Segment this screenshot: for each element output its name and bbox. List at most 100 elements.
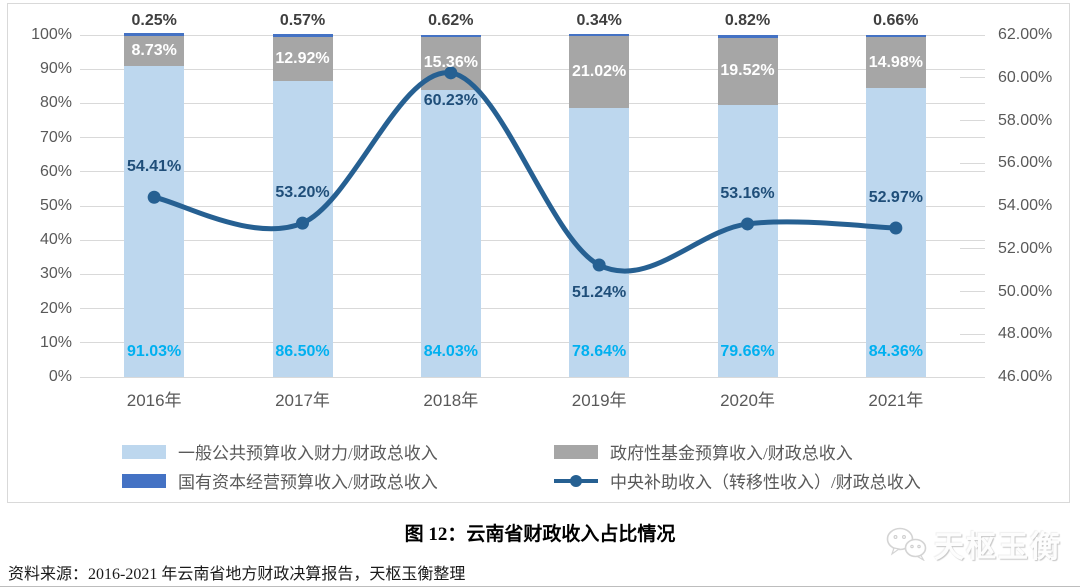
bar-label-gov-fund: 19.52% <box>720 62 775 80</box>
right-axis-tick-mark <box>960 77 985 79</box>
bar-segment-general-public <box>420 89 481 377</box>
left-axis-tick-label: 40% <box>39 231 72 249</box>
x-axis-label: 2016年 <box>126 391 182 410</box>
legend-swatch-light-blue <box>122 444 166 459</box>
right-axis-tick-label: 58.00% <box>998 111 1053 129</box>
x-axis-label: 2017年 <box>275 391 330 410</box>
gridline <box>80 376 985 378</box>
legend-item-central-subsidy: 中央补助收入（转移性收入）/财政总收入 <box>554 468 921 493</box>
bar-label-gov-fund: 8.73% <box>131 41 177 59</box>
bar-segment-state-capital <box>272 34 333 37</box>
legend-swatch-blue <box>122 473 166 488</box>
legend-label: 中央补助收入（转移性收入）/财政总收入 <box>610 473 921 492</box>
gridline <box>80 137 985 139</box>
legend-swatch-gray <box>554 444 598 459</box>
left-axis-tick-label: 100% <box>31 26 72 43</box>
right-axis-tick-label: 60.00% <box>998 68 1053 86</box>
right-axis-tick-label: 52.00% <box>998 239 1053 257</box>
legend-row-1: 一般公共预算收入财力/财政总收入 政府性基金预算收入/财政总收入 <box>122 437 1080 466</box>
gridline <box>80 102 985 104</box>
gridline <box>80 308 985 310</box>
bar-label-state-capital: 0.25% <box>131 12 177 29</box>
gridline <box>80 239 985 241</box>
left-axis-tick-label: 50% <box>39 197 72 214</box>
right-axis-tick-mark <box>960 248 985 250</box>
source-note: 资料来源：2016-2021 年云南省地方财政决算报告，天枢玉衡整理 <box>8 566 466 583</box>
gridline <box>80 342 985 344</box>
x-axis-label: 2019年 <box>571 391 627 410</box>
bar-label-state-capital: 0.82% <box>724 12 771 29</box>
left-axis-tick-label: 80% <box>39 94 72 112</box>
legend-label: 政府性基金预算收入/财政总收入 <box>610 444 853 463</box>
bar-label-general-public: 84.03% <box>423 343 478 360</box>
left-axis-tick-label: 70% <box>39 128 72 146</box>
bar-label-state-capital: 0.66% <box>873 12 919 29</box>
bar-segment-general-public <box>569 108 630 377</box>
left-axis-tick-label: 0% <box>48 368 72 385</box>
line-point-label: 53.16% <box>720 184 775 202</box>
bar-segment-state-capital <box>865 34 926 38</box>
bar-label-general-public: 91.03% <box>127 343 182 360</box>
bar-label-state-capital: 0.62% <box>428 12 474 29</box>
right-axis-tick-label: 46.00% <box>998 368 1053 385</box>
bar-segment-state-capital <box>124 33 185 36</box>
right-axis-tick-mark <box>960 376 985 378</box>
bar-segment-gov-fund <box>124 35 185 66</box>
bar-label-gov-fund: 21.02% <box>572 63 627 81</box>
wechat-icon <box>886 527 927 561</box>
bar-label-state-capital: 0.34% <box>576 12 622 29</box>
watermark: 天枢玉衡 <box>886 522 1062 566</box>
legend-label: 一般公共预算收入财力/财政总收入 <box>178 444 438 463</box>
gridline <box>80 273 985 275</box>
gridline <box>80 205 985 207</box>
bar-label-general-public: 86.50% <box>275 343 330 360</box>
right-axis-tick-label: 56.00% <box>998 154 1053 172</box>
right-axis-tick-label: 54.00% <box>998 197 1053 214</box>
bar-label-state-capital: 0.57% <box>279 12 326 29</box>
right-axis-tick-mark <box>960 333 985 335</box>
x-axis-label: 2021年 <box>868 391 924 410</box>
x-axis-label: 2020年 <box>720 391 775 410</box>
right-axis-tick-mark <box>960 162 985 164</box>
left-axis-tick-label: 30% <box>39 265 72 283</box>
right-axis-tick-mark <box>960 34 985 36</box>
legend-row-2: 国有资本经营预算收入/财政总收入 中央补助收入（转移性收入）/财政总收入 <box>122 466 1080 495</box>
right-axis-tick-mark <box>960 205 985 207</box>
left-axis-tick-label: 60% <box>39 162 72 180</box>
bar-label-general-public: 79.66% <box>720 343 775 360</box>
bar-label-general-public: 84.36% <box>868 343 923 360</box>
bar-segment-state-capital <box>420 34 481 38</box>
gridline <box>80 34 985 36</box>
gridline <box>80 68 985 70</box>
legend-item-general-public-budget: 一般公共预算收入财力/财政总收入 <box>122 439 554 464</box>
line-point-label: 60.23% <box>423 91 478 109</box>
bar-label-gov-fund: 14.98% <box>868 53 923 71</box>
bar-segment-general-public <box>717 104 778 377</box>
bar-label-general-public: 78.64% <box>572 343 627 360</box>
bar-segment-state-capital <box>717 35 778 38</box>
left-axis-tick-label: 90% <box>39 60 72 78</box>
bar-segment-general-public <box>272 81 333 377</box>
bar-segment-general-public <box>865 88 926 377</box>
chart-legend: 一般公共预算收入财力/财政总收入 政府性基金预算收入/财政总收入 国有资本经营预… <box>0 437 1080 495</box>
legend-item-state-capital-budget: 国有资本经营预算收入/财政总收入 <box>122 468 554 493</box>
line-point-label: 52.97% <box>868 189 923 207</box>
right-axis-tick-mark <box>960 120 985 121</box>
left-axis-tick-label: 20% <box>39 299 72 317</box>
right-axis-tick-label: 50.00% <box>998 282 1053 300</box>
figure-caption: 图 12：云南省财政收入占比情况 <box>404 524 676 545</box>
right-axis-tick-label: 62.00% <box>998 26 1053 43</box>
bar-label-gov-fund: 15.36% <box>423 54 478 72</box>
legend-label: 国有资本经营预算收入/财政总收入 <box>178 473 438 492</box>
gridline <box>80 171 985 173</box>
line-point-label: 53.20% <box>275 184 330 202</box>
line-point-label: 51.24% <box>572 283 627 301</box>
right-axis-tick-mark <box>960 291 985 292</box>
bar-segment-general-public <box>124 65 185 377</box>
left-axis-tick-label: 10% <box>39 333 72 351</box>
bar-segment-state-capital <box>569 33 630 37</box>
legend-item-gov-fund-budget: 政府性基金预算收入/财政总收入 <box>554 439 853 464</box>
x-axis-label: 2018年 <box>423 391 479 410</box>
legend-line-marker-swatch <box>554 474 598 488</box>
